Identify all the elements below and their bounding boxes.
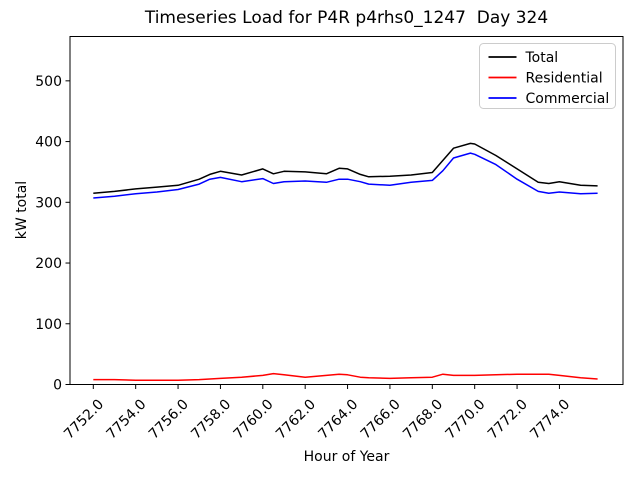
series-line-residential [93,372,598,381]
x-tick-label: 7754.0 [104,397,150,443]
series-line-total [93,142,598,194]
legend-box [479,43,616,109]
y-axis-label: kW total [14,180,30,240]
y-tick-label: 300 [35,195,62,211]
x-tick-label: 7762.0 [273,397,319,443]
x-tick-label: 7770.0 [443,397,489,443]
x-tick-label: 7772.0 [485,397,531,443]
x-tick-label: 7768.0 [400,397,446,443]
legend-label: Total [525,50,559,66]
plot-frame [69,36,624,385]
legend-label: Commercial [526,91,610,107]
y-tick-label: 200 [35,256,62,272]
x-tick-label: 7766.0 [358,397,404,443]
chart-title: Timeseries Load for P4R p4rhs0_1247 Day … [144,8,549,28]
x-tick-label: 7774.0 [527,397,573,443]
legend: Total Residential Commercial [479,43,616,109]
legend-label: Residential [526,71,603,87]
y-tick-label: 100 [35,317,62,333]
series-line-commercial [93,152,598,199]
x-tick-label: 7760.0 [231,397,277,443]
y-tick-label: 400 [35,135,62,151]
x-axis-label: Hour of Year [303,449,390,465]
x-tick-label: 7756.0 [146,397,192,443]
y-tick-label: 500 [35,74,62,90]
x-tick-label: 7758.0 [188,397,234,443]
x-tick-label: 7752.0 [61,397,107,443]
x-tick-label: 7764.0 [315,397,361,443]
y-tick-label: 0 [53,378,62,394]
